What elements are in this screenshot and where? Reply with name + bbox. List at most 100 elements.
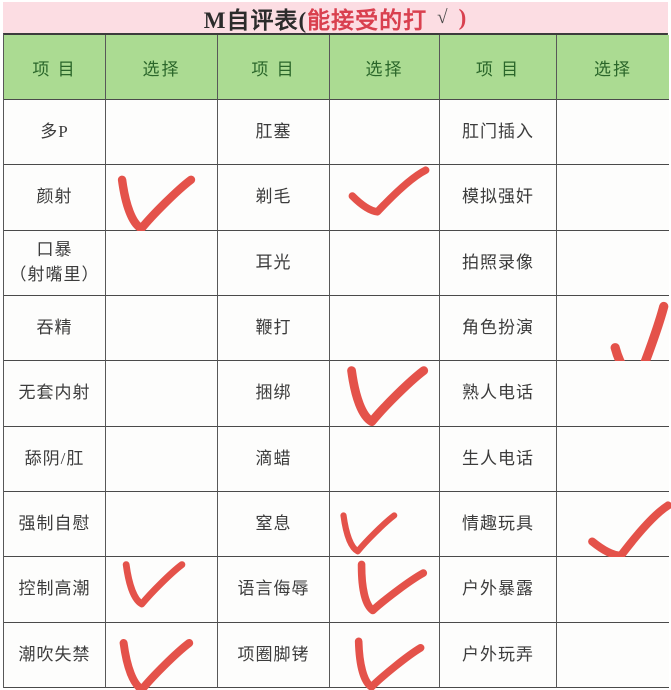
choice-cell[interactable] xyxy=(106,296,218,362)
header-item-label: 项 目 xyxy=(218,35,330,100)
item-label: 舔阴/肛 xyxy=(24,448,85,468)
checkmark-icon xyxy=(346,366,428,427)
choice-cell[interactable] xyxy=(106,230,218,296)
checkmark-icon xyxy=(357,561,427,615)
choice-cell[interactable] xyxy=(330,230,440,296)
choice-cell[interactable] xyxy=(557,165,669,231)
item-label: 控制高潮 xyxy=(18,579,91,599)
title-check-symbol: √ xyxy=(437,6,449,28)
choice-cell[interactable] xyxy=(557,622,669,688)
item-label: 无套内射 xyxy=(18,383,91,403)
choice-cell[interactable] xyxy=(557,426,669,492)
item-cell: 肛塞 xyxy=(218,100,330,166)
choice-cell[interactable] xyxy=(557,296,669,387)
item-label: 肛塞 xyxy=(255,121,292,141)
item-label: 情趣玩具 xyxy=(462,513,534,533)
item-label: 滴蜡 xyxy=(255,448,292,468)
eval-table: 项 目选择项 目选择项 目选择 多P 肛塞 肛门插入 颜射 剃毛 模拟强奸 口暴 （射嘴里）耳… xyxy=(3,33,671,690)
item-cell: 强制自慰 xyxy=(4,492,106,558)
item-label: 角色扮演 xyxy=(462,317,534,337)
choice-cell[interactable] xyxy=(330,622,440,690)
choice-cell[interactable] xyxy=(106,557,218,623)
choice-cell[interactable] xyxy=(106,622,218,690)
header-item-label: 项 目 xyxy=(440,35,557,100)
header-choice-label: 选择 xyxy=(557,35,669,100)
item-cell: 语言侮辱 xyxy=(218,557,330,623)
item-label: 肛门插入 xyxy=(462,121,534,141)
choice-cell[interactable] xyxy=(330,492,440,558)
choice-cell[interactable] xyxy=(106,492,218,558)
item-cell: 模拟强奸 xyxy=(440,165,557,231)
item-cell: 多P xyxy=(4,100,106,166)
item-label: 户外暴露 xyxy=(462,579,534,599)
item-cell: 情趣玩具 xyxy=(440,492,557,558)
checkmark-icon xyxy=(588,501,671,560)
checkmark-icon xyxy=(339,512,397,555)
item-cell: 角色扮演 xyxy=(440,296,557,362)
item-cell: 控制高潮 xyxy=(4,557,106,623)
choice-cell[interactable] xyxy=(330,557,440,623)
item-cell: 拍照录像 xyxy=(440,230,557,296)
choice-cell[interactable] xyxy=(106,426,218,492)
item-label: 项圈脚铐 xyxy=(237,644,310,664)
header-choice-label: 选择 xyxy=(330,35,440,100)
item-cell: 肛门插入 xyxy=(440,100,557,166)
checkmark-icon xyxy=(119,638,193,690)
item-cell: 舔阴/肛 xyxy=(4,426,106,492)
choice-cell[interactable] xyxy=(330,296,440,362)
choice-cell[interactable] xyxy=(557,230,669,296)
header-choice-label: 选择 xyxy=(106,35,218,100)
item-label: 拍照录像 xyxy=(462,252,534,272)
item-label: 多P xyxy=(40,121,69,141)
choice-cell[interactable] xyxy=(106,100,218,166)
item-label: 潮吹失禁 xyxy=(18,644,91,664)
item-label: 生人电话 xyxy=(462,448,534,468)
item-cell: 窒息 xyxy=(218,492,330,558)
item-label: 剃毛 xyxy=(255,187,292,207)
checkmark-icon xyxy=(354,637,424,690)
item-cell: 口暴 （射嘴里） xyxy=(4,230,106,296)
choice-cell[interactable] xyxy=(557,100,669,166)
item-cell: 户外暴露 xyxy=(440,557,557,623)
item-label: 口暴 （射嘴里） xyxy=(9,240,100,284)
item-cell: 无套内射 xyxy=(4,361,106,427)
checkmark-icon xyxy=(348,166,429,217)
item-label: 捆绑 xyxy=(255,383,292,403)
choice-cell[interactable] xyxy=(106,165,218,234)
choice-cell[interactable] xyxy=(557,557,669,623)
item-label: 鞭打 xyxy=(255,317,292,337)
choice-cell[interactable] xyxy=(330,100,440,166)
checkmark-icon xyxy=(122,561,185,608)
item-cell: 滴蜡 xyxy=(218,426,330,492)
title-prefix: M自评表( xyxy=(203,7,308,33)
choice-cell[interactable] xyxy=(557,361,669,427)
item-cell: 吞精 xyxy=(4,296,106,362)
choice-cell[interactable] xyxy=(106,361,218,427)
checkmark-icon xyxy=(117,176,195,234)
item-label: 耳光 xyxy=(255,252,292,272)
item-label: 模拟强奸 xyxy=(462,187,534,207)
item-label: 强制自慰 xyxy=(18,513,91,533)
item-label: 语言侮辱 xyxy=(237,579,310,599)
item-cell: 捆绑 xyxy=(218,361,330,427)
item-label: 颜射 xyxy=(36,187,73,207)
item-label: 户外玩弄 xyxy=(462,644,534,664)
title-highlight: 能接受的打 xyxy=(307,7,428,33)
choice-cell[interactable] xyxy=(330,361,440,427)
item-cell: 耳光 xyxy=(218,230,330,296)
choice-cell[interactable] xyxy=(557,492,671,560)
item-cell: 熟人电话 xyxy=(440,361,557,427)
item-cell: 户外玩弄 xyxy=(440,622,557,688)
item-cell: 潮吹失禁 xyxy=(4,622,106,688)
choice-cell[interactable] xyxy=(330,165,440,231)
item-cell: 项圈脚铐 xyxy=(218,622,330,688)
choice-cell[interactable] xyxy=(330,426,440,492)
item-cell: 颜射 xyxy=(4,165,106,231)
item-label: 熟人电话 xyxy=(462,383,534,403)
header-item-label: 项 目 xyxy=(4,35,106,100)
page-title: M自评表(能接受的打 √) xyxy=(3,2,668,33)
item-label: 窒息 xyxy=(255,513,292,533)
item-label: 吞精 xyxy=(36,317,73,337)
item-cell: 生人电话 xyxy=(440,426,557,492)
title-suffix: ) xyxy=(458,4,468,30)
